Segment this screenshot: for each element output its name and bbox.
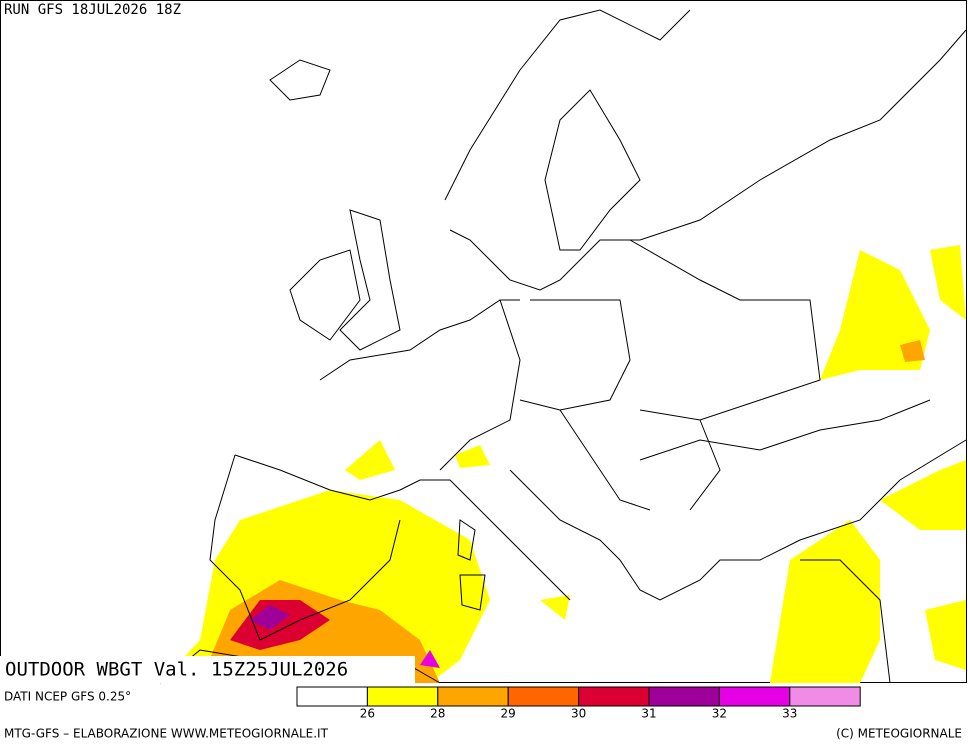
legend-tick-label: 29 (501, 707, 516, 721)
legend-swatch (718, 686, 791, 707)
legend-swatch (789, 686, 861, 707)
legend-tick-label: 26 (360, 707, 375, 721)
legend-tick-label: 33 (782, 707, 797, 721)
legend-swatch (648, 686, 720, 707)
legend-swatch (296, 686, 368, 707)
source-label: DATI NCEP GFS 0.25° (4, 690, 131, 704)
legend-swatch (366, 686, 439, 707)
panel-label-box (0, 656, 415, 683)
run-label: RUN GFS 18JUL2026 18Z (4, 2, 181, 18)
legend-swatch (507, 686, 580, 707)
legend-tick-label: 32 (712, 707, 727, 721)
credits: MTG-GFS – ELABORAZIONE WWW.METEOGIORNALE… (4, 727, 329, 741)
color-legend: 26 28 29 30 31 32 33 (296, 686, 861, 721)
panel-label: OUTDOOR WBGT Val. 15Z25JUL2026 (5, 659, 348, 681)
legend-tick-label: 28 (430, 707, 445, 721)
legend-swatch (437, 686, 509, 707)
map (0, 0, 967, 684)
copyright: (C) METEOGIORNALE (836, 727, 962, 741)
legend-swatch (578, 686, 650, 707)
legend-tick-label: 31 (641, 707, 656, 721)
borders (439, 239, 821, 511)
legend-tick-label: 30 (571, 707, 586, 721)
